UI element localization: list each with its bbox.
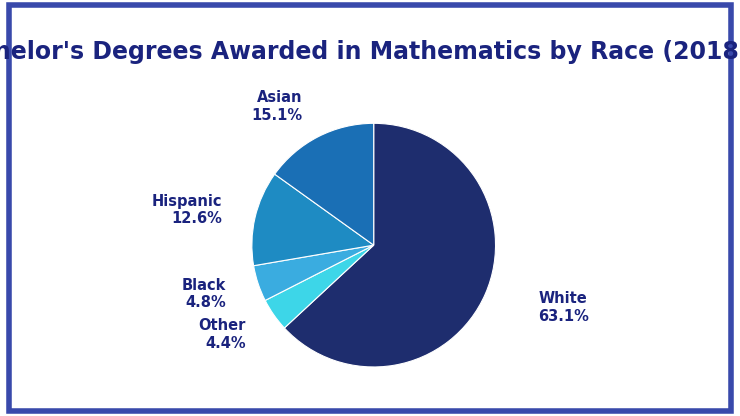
Wedge shape (284, 123, 496, 367)
Text: Black
4.8%: Black 4.8% (181, 278, 226, 310)
Text: White
63.1%: White 63.1% (539, 291, 590, 324)
Wedge shape (252, 174, 374, 266)
Text: Asian
15.1%: Asian 15.1% (252, 90, 303, 123)
Text: Hispanic
12.6%: Hispanic 12.6% (151, 194, 222, 226)
Text: Other
4.4%: Other 4.4% (198, 318, 246, 351)
Wedge shape (265, 245, 374, 328)
Text: Bachelor's Degrees Awarded in Mathematics by Race (2018–19): Bachelor's Degrees Awarded in Mathematic… (0, 40, 740, 64)
Wedge shape (254, 245, 374, 300)
Wedge shape (275, 123, 374, 245)
